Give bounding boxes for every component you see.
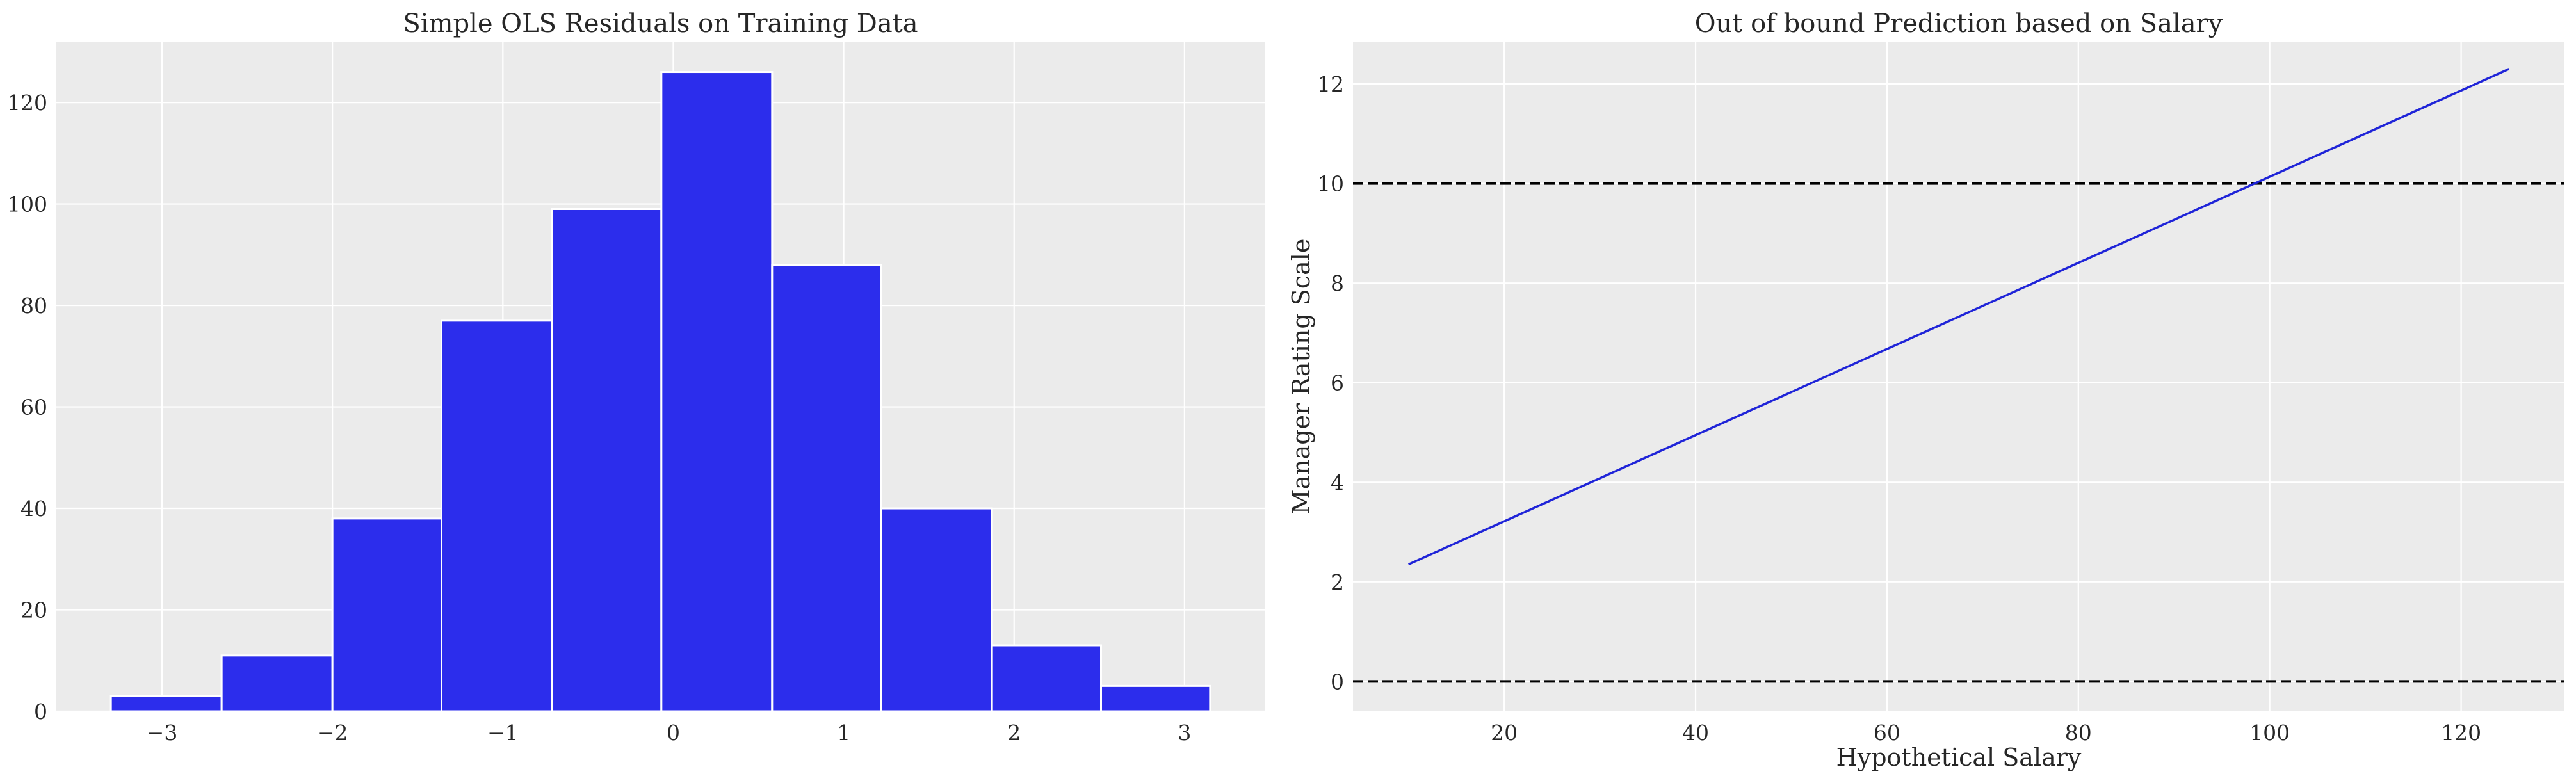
x-tick-label: 120	[2441, 720, 2481, 745]
y-tick-label: 20	[20, 598, 47, 623]
x-tick-label: −1	[487, 720, 519, 745]
y-tick-label: 8	[1331, 271, 1344, 296]
y-tick-label: 0	[34, 699, 47, 724]
histogram-bar	[220, 654, 334, 713]
x-tick-label: 1	[837, 720, 850, 745]
histogram-bar	[1099, 684, 1211, 713]
prediction-bound-lines	[1353, 182, 2564, 683]
prediction-x-ticks: 20 40 60 80 100 120	[1491, 720, 2481, 745]
y-tick-label: 40	[20, 496, 47, 521]
y-tick-label: 100	[7, 192, 47, 217]
y-tick-label: 2	[1331, 570, 1344, 595]
prediction-y-ticks: 0 2 4 6 8 10 12	[1317, 72, 1344, 694]
y-tick-label: 120	[7, 90, 47, 115]
x-tick-label: 60	[1874, 720, 1900, 745]
y-tick-label: 10	[1317, 172, 1344, 197]
prediction-title: Out of bound Prediction based on Salary	[1695, 9, 2223, 38]
histogram-panel: −3 −2 −1 0 1 2 3 0 20 40 60 80 100 120 Simple OLS Re…	[7, 9, 1265, 745]
histogram-bar	[109, 695, 223, 713]
x-tick-label: 3	[1178, 720, 1191, 745]
prediction-x-axis-label: Hypothetical Salary	[1836, 743, 2082, 771]
x-tick-label: 20	[1491, 720, 1518, 745]
histogram-x-ticks: −3 −2 −1 0 1 2 3	[147, 720, 1192, 745]
histogram-bar	[331, 517, 442, 713]
y-tick-label: 6	[1331, 371, 1344, 396]
histogram-y-ticks: 0 20 40 60 80 100 120	[7, 90, 47, 724]
histogram-bar	[551, 208, 663, 713]
histogram-bar	[660, 71, 774, 713]
y-tick-label: 0	[1331, 669, 1344, 694]
histogram-title: Simple OLS Residuals on Training Data	[403, 9, 918, 38]
prediction-panel: 20 40 60 80 100 120 0 2 4 6 8 10 12 Out of bound Pr…	[1287, 9, 2564, 771]
histogram-bar	[991, 644, 1102, 713]
prediction-series	[1407, 68, 2510, 566]
x-tick-label: 0	[667, 720, 680, 745]
x-tick-label: 2	[1007, 720, 1021, 745]
histogram-bar	[440, 319, 553, 713]
histogram-bar	[771, 264, 882, 713]
prediction-grid	[1353, 42, 2564, 711]
x-tick-label: 80	[2065, 720, 2092, 745]
prediction-y-axis-label: Manager Rating Scale	[1287, 239, 1315, 515]
y-tick-label: 80	[20, 293, 47, 318]
y-tick-label: 4	[1331, 470, 1344, 495]
histogram-bar	[880, 507, 993, 713]
y-tick-label: 60	[20, 395, 47, 420]
y-tick-label: 12	[1317, 72, 1344, 97]
x-tick-label: 40	[1682, 720, 1709, 745]
x-tick-label: −2	[317, 720, 348, 745]
histogram-bars	[109, 71, 1211, 713]
prediction-plot-area	[1353, 42, 2564, 711]
x-tick-label: −3	[147, 720, 178, 745]
prediction-line	[1407, 68, 2510, 566]
x-tick-label: 100	[2249, 720, 2290, 745]
